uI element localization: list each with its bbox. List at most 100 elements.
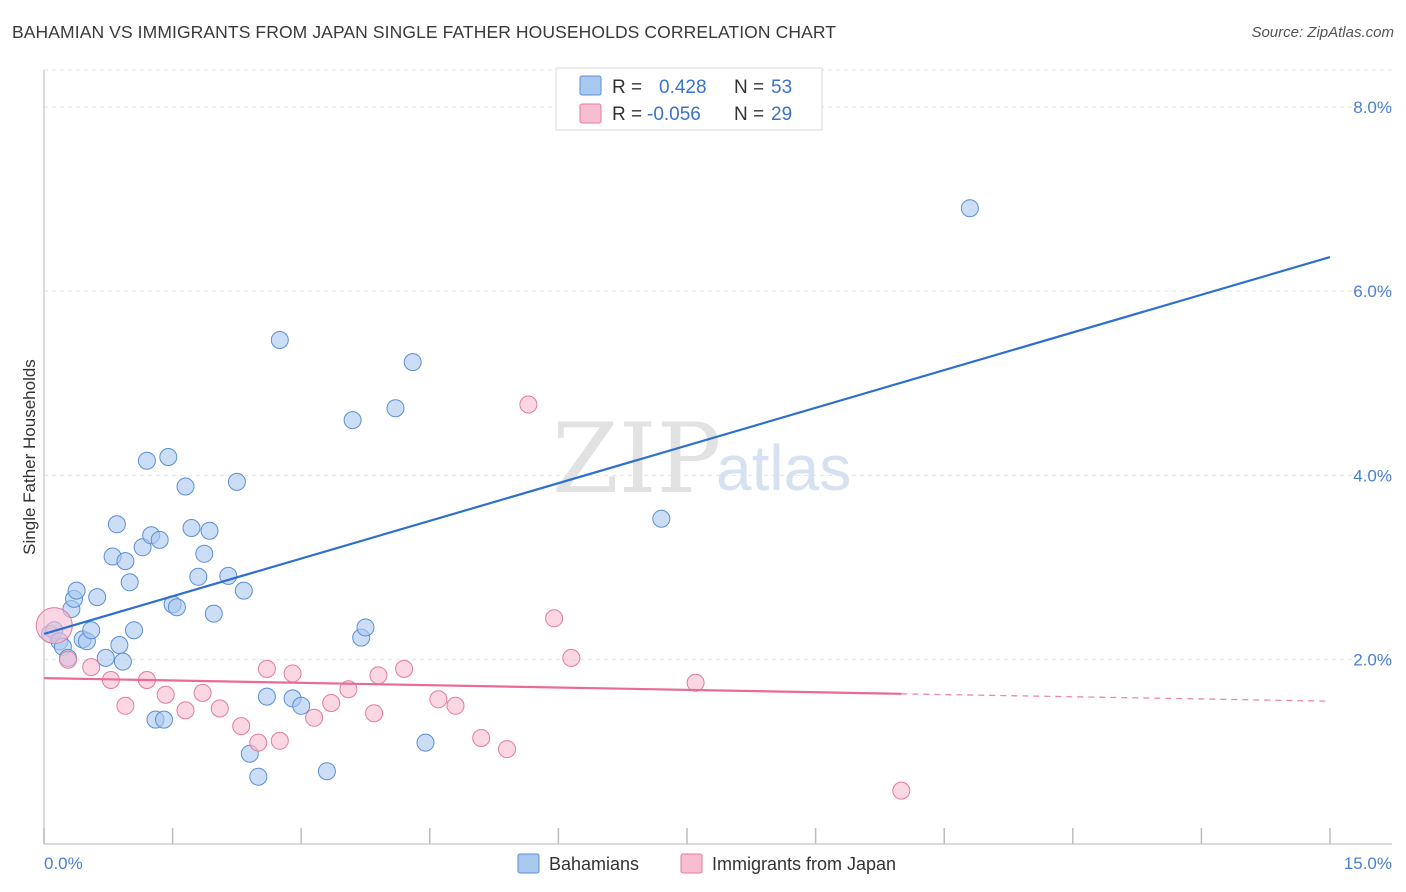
- source-label: Source: ZipAtlas.com: [1251, 24, 1394, 41]
- point-japan: [519, 395, 538, 414]
- legend-n-label-1: N =: [734, 104, 764, 125]
- point-bahamians: [110, 636, 129, 654]
- bottom-legend-swatch-bahamians: [517, 853, 540, 874]
- point-bahamians: [155, 710, 173, 729]
- legend-r-label-0: R =: [612, 77, 642, 98]
- point-bahamians: [403, 353, 422, 372]
- point-bahamians: [257, 687, 276, 706]
- y-axis-label: Single Father Households: [20, 359, 39, 555]
- point-japan: [395, 659, 414, 678]
- point-bahamians: [67, 581, 86, 600]
- y-axis-ticks: 2.0% 4.0% 6.0% 8.0%: [1353, 98, 1392, 670]
- point-bahamians: [204, 604, 223, 623]
- trend-lines: [43, 255, 1331, 702]
- bottom-legend-label-japan: Immigrants from Japan: [712, 854, 896, 874]
- x-tick-label-min: 0.0%: [44, 854, 83, 873]
- watermark-atlas: atlas: [716, 432, 851, 504]
- point-japan: [339, 680, 358, 699]
- point-bahamians: [150, 530, 169, 549]
- bottom-legend-swatch-japan: [680, 853, 703, 874]
- legend-swatch-bahamians: [579, 75, 602, 96]
- y-tick-label: 8.0%: [1353, 98, 1392, 117]
- point-bahamians: [82, 621, 101, 640]
- point-bahamians: [652, 509, 671, 528]
- chart-title: BAHAMIAN VS IMMIGRANTS FROM JAPAN SINGLE…: [12, 22, 837, 42]
- point-bahamians: [120, 573, 139, 592]
- grid-lines: [44, 69, 1392, 661]
- point-japan: [545, 609, 564, 628]
- trend-line-japan-extrapolated: [901, 693, 1331, 702]
- point-bahamians: [113, 652, 132, 671]
- point-bahamians: [386, 399, 405, 418]
- point-japan: [59, 650, 77, 669]
- bottom-legend: Bahamians Immigrants from Japan: [517, 853, 896, 874]
- point-japan: [322, 694, 341, 712]
- point-bahamians: [88, 588, 107, 607]
- point-japan: [446, 696, 465, 715]
- point-bahamians: [234, 581, 253, 600]
- trend-line-bahamians: [43, 255, 1331, 635]
- point-bahamians: [317, 762, 336, 781]
- point-japan: [35, 607, 73, 645]
- point-japan: [892, 781, 911, 800]
- point-japan: [686, 673, 705, 692]
- x-tick-label-max: 15.0%: [1344, 854, 1392, 873]
- point-bahamians: [137, 451, 156, 470]
- point-japan: [369, 666, 388, 685]
- trend-line-japan: [43, 677, 902, 695]
- point-japan: [562, 648, 581, 667]
- legend-r-value-1: -0.056: [647, 104, 701, 125]
- point-bahamians: [292, 696, 311, 715]
- point-japan: [156, 685, 175, 704]
- point-japan: [365, 704, 384, 723]
- legend-n-value-1: 29: [771, 104, 792, 125]
- point-bahamians: [227, 472, 246, 491]
- point-bahamians: [249, 767, 268, 786]
- watermark-zip: ZIP: [552, 403, 721, 515]
- point-japan: [176, 701, 195, 720]
- y-tick-label: 6.0%: [1353, 282, 1392, 301]
- point-japan: [472, 729, 491, 747]
- point-bahamians: [343, 411, 362, 430]
- point-japan: [249, 733, 268, 752]
- point-japan: [305, 708, 324, 727]
- point-japan: [270, 731, 289, 750]
- point-bahamians: [416, 733, 435, 752]
- point-japan: [283, 664, 302, 683]
- y-tick-label: 4.0%: [1353, 466, 1392, 485]
- point-bahamians: [195, 544, 214, 563]
- point-bahamians: [270, 331, 289, 349]
- point-japan: [429, 690, 448, 709]
- legend-n-value-0: 53: [771, 77, 792, 98]
- legend-r-label-1: R =: [612, 104, 642, 125]
- point-bahamians: [200, 521, 219, 540]
- point-japan: [498, 740, 516, 759]
- point-bahamians: [176, 477, 195, 496]
- point-bahamians: [189, 567, 208, 586]
- point-bahamians: [125, 621, 143, 640]
- point-bahamians: [167, 598, 186, 617]
- legend-n-label-0: N =: [734, 77, 764, 98]
- point-bahamians: [116, 552, 135, 571]
- bottom-legend-label-bahamians: Bahamians: [549, 854, 639, 874]
- watermark: ZIP atlas: [552, 403, 851, 515]
- point-bahamians: [159, 448, 178, 466]
- point-bahamians: [107, 515, 126, 534]
- point-japan: [193, 683, 212, 702]
- x-axis-ticks: [43, 828, 1331, 844]
- y-tick-label: 2.0%: [1353, 651, 1392, 670]
- point-japan: [257, 659, 276, 678]
- axes: [43, 70, 1392, 845]
- point-japan: [232, 717, 251, 736]
- legend-swatch-japan: [579, 103, 602, 124]
- point-bahamians: [96, 648, 115, 667]
- point-japan: [210, 699, 229, 718]
- legend-r-value-0: 0.428: [659, 77, 707, 98]
- point-bahamians: [182, 519, 201, 537]
- point-bahamians: [960, 199, 979, 218]
- point-japan: [82, 658, 101, 677]
- legend-box: R = 0.428 N = 53 R = -0.056 N = 29: [555, 67, 823, 131]
- point-bahamians: [356, 618, 375, 637]
- point-japan: [116, 696, 135, 715]
